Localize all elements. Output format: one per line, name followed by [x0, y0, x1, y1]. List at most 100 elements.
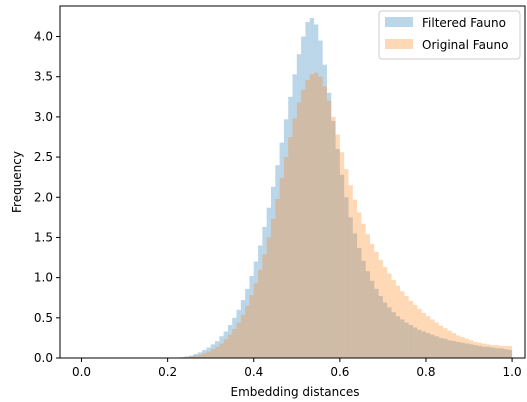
histogram-bar-series-0 [486, 346, 491, 358]
histogram-bar-series-0 [335, 149, 340, 358]
y-axis-ticks: 0.0 0.5 1.0 1.5 2.0 2.5 3.0 3.5 4.0 [34, 30, 60, 365]
histogram-bar-series-0 [357, 247, 362, 358]
histogram-bar-series-0 [219, 336, 224, 358]
histogram-bar-series-0 [326, 92, 332, 358]
x-tick-label: 0.6 [330, 365, 349, 379]
histogram-bar-series-0 [361, 260, 366, 358]
histogram-bar-series-0 [206, 347, 211, 358]
histogram-bar-series-0 [301, 36, 306, 358]
histogram-bar-series-1 [331, 116, 336, 358]
histogram-bar-series-0 [227, 325, 233, 358]
histogram-bar-series-1 [279, 177, 284, 358]
histogram-bar-series-0 [318, 40, 323, 359]
histogram-bar-series-1 [193, 355, 198, 358]
histogram-bar-series-0 [210, 344, 215, 358]
histogram-bar-series-0 [494, 348, 500, 358]
histogram-bar-series-1 [490, 345, 495, 358]
histogram-bar-series-1 [460, 337, 465, 358]
legend-label-original: Original Fauno [422, 38, 508, 52]
histogram-bar-series-0 [339, 174, 345, 358]
histogram-bar-series-1 [477, 342, 482, 358]
histogram-bar-series-1 [374, 251, 379, 358]
histogram-bar-series-1 [206, 351, 211, 358]
histogram-bar-series-0 [258, 245, 263, 358]
histogram-bar-series-1 [288, 136, 293, 358]
y-tick-label: 0.0 [34, 351, 53, 365]
histogram-bar-series-0 [378, 296, 383, 358]
histogram-bar-series-1 [408, 300, 414, 358]
y-tick-label: 2.0 [34, 190, 53, 204]
histogram-bar-series-0 [443, 338, 448, 358]
histogram-bar-series-1 [219, 343, 224, 358]
histogram-bar-series-0 [352, 233, 358, 358]
histogram-bar-series-0 [184, 356, 190, 358]
histogram-bar-series-0 [305, 22, 310, 358]
histogram-bar-series-0 [365, 271, 370, 358]
histogram-bar-series-1 [223, 339, 228, 358]
histogram-bar-series-1 [456, 335, 461, 358]
histogram-bar-series-0 [266, 207, 271, 358]
histogram-bar-series-0 [232, 317, 237, 358]
histogram-bar-series-1 [236, 322, 241, 358]
histogram-bar-series-1 [417, 308, 422, 358]
histogram-bar-series-0 [438, 337, 444, 358]
y-tick-label: 3.0 [34, 110, 53, 124]
histogram-bar-series-0 [253, 261, 259, 358]
histogram-bar-series-0 [473, 345, 478, 358]
y-tick-label: 2.5 [34, 150, 53, 164]
histogram-bar-series-0 [189, 355, 194, 358]
histogram-bar-series-0 [447, 340, 452, 358]
histogram-bar-series-1 [189, 356, 194, 358]
legend-label-filtered: Filtered Fauno [422, 16, 506, 30]
histogram-bar-series-1 [499, 345, 504, 358]
histogram-bar-series-1 [266, 237, 271, 358]
histogram-bar-series-0 [240, 300, 246, 358]
histogram-bar-series-1 [494, 345, 500, 358]
histogram-bar-series-1 [451, 333, 457, 358]
histogram-bar-series-1 [481, 343, 487, 358]
histogram-bar-series-0 [314, 24, 319, 359]
histogram-bar-series-1 [232, 329, 237, 358]
histogram-bar-series-1 [425, 316, 431, 358]
histogram-bar-series-0 [344, 197, 349, 358]
histogram-bar-series-1 [275, 198, 280, 358]
histogram-bar-series-1 [443, 328, 448, 358]
histogram-bar-series-0 [193, 353, 198, 358]
histogram-bar-series-0 [413, 327, 418, 358]
histogram-bar-series-1 [391, 280, 396, 358]
histogram-bar-series-0 [425, 333, 431, 358]
histogram-bar-series-1 [314, 72, 319, 359]
histogram-bar-series-0 [270, 186, 276, 358]
histogram-bar-series-1 [258, 269, 263, 358]
histogram-bar-series-1 [215, 346, 220, 358]
histogram-bar-series-0 [288, 96, 293, 359]
histogram-bar-series-0 [460, 342, 465, 358]
histogram-bar-series-1 [486, 344, 491, 358]
histogram-bar-series-1 [507, 345, 513, 358]
histogram-bars [180, 18, 513, 359]
histogram-bar-series-1 [434, 322, 439, 358]
x-tick-label: 1.0 [503, 365, 522, 379]
histogram-bar-series-1 [322, 86, 327, 358]
histogram-bar-series-1 [301, 89, 306, 359]
y-tick-label: 1.0 [34, 271, 53, 285]
histogram-bar-series-0 [477, 345, 482, 358]
histogram-bar-series-0 [395, 316, 401, 358]
histogram-bar-series-1 [378, 259, 383, 358]
histogram-bar-series-1 [395, 285, 401, 358]
histogram-bar-series-1 [210, 349, 215, 358]
histogram-bar-series-0 [296, 54, 302, 358]
histogram-bar-series-0 [382, 302, 388, 358]
histogram-bar-series-0 [404, 322, 409, 358]
histogram-bar-series-0 [283, 119, 289, 359]
histogram-bar-series-0 [430, 334, 435, 358]
histogram-bar-series-0 [387, 307, 392, 358]
histogram-bar-series-0 [322, 64, 327, 359]
histogram-bar-series-0 [279, 142, 284, 358]
histogram-bar-series-1 [344, 169, 349, 358]
histogram-bar-series-0 [309, 18, 315, 358]
histogram-bar-series-0 [262, 227, 267, 358]
histogram-bar-series-1 [348, 185, 353, 358]
legend: Filtered Fauno Original Fauno [378, 10, 521, 60]
histogram-bar-series-1 [473, 341, 478, 358]
